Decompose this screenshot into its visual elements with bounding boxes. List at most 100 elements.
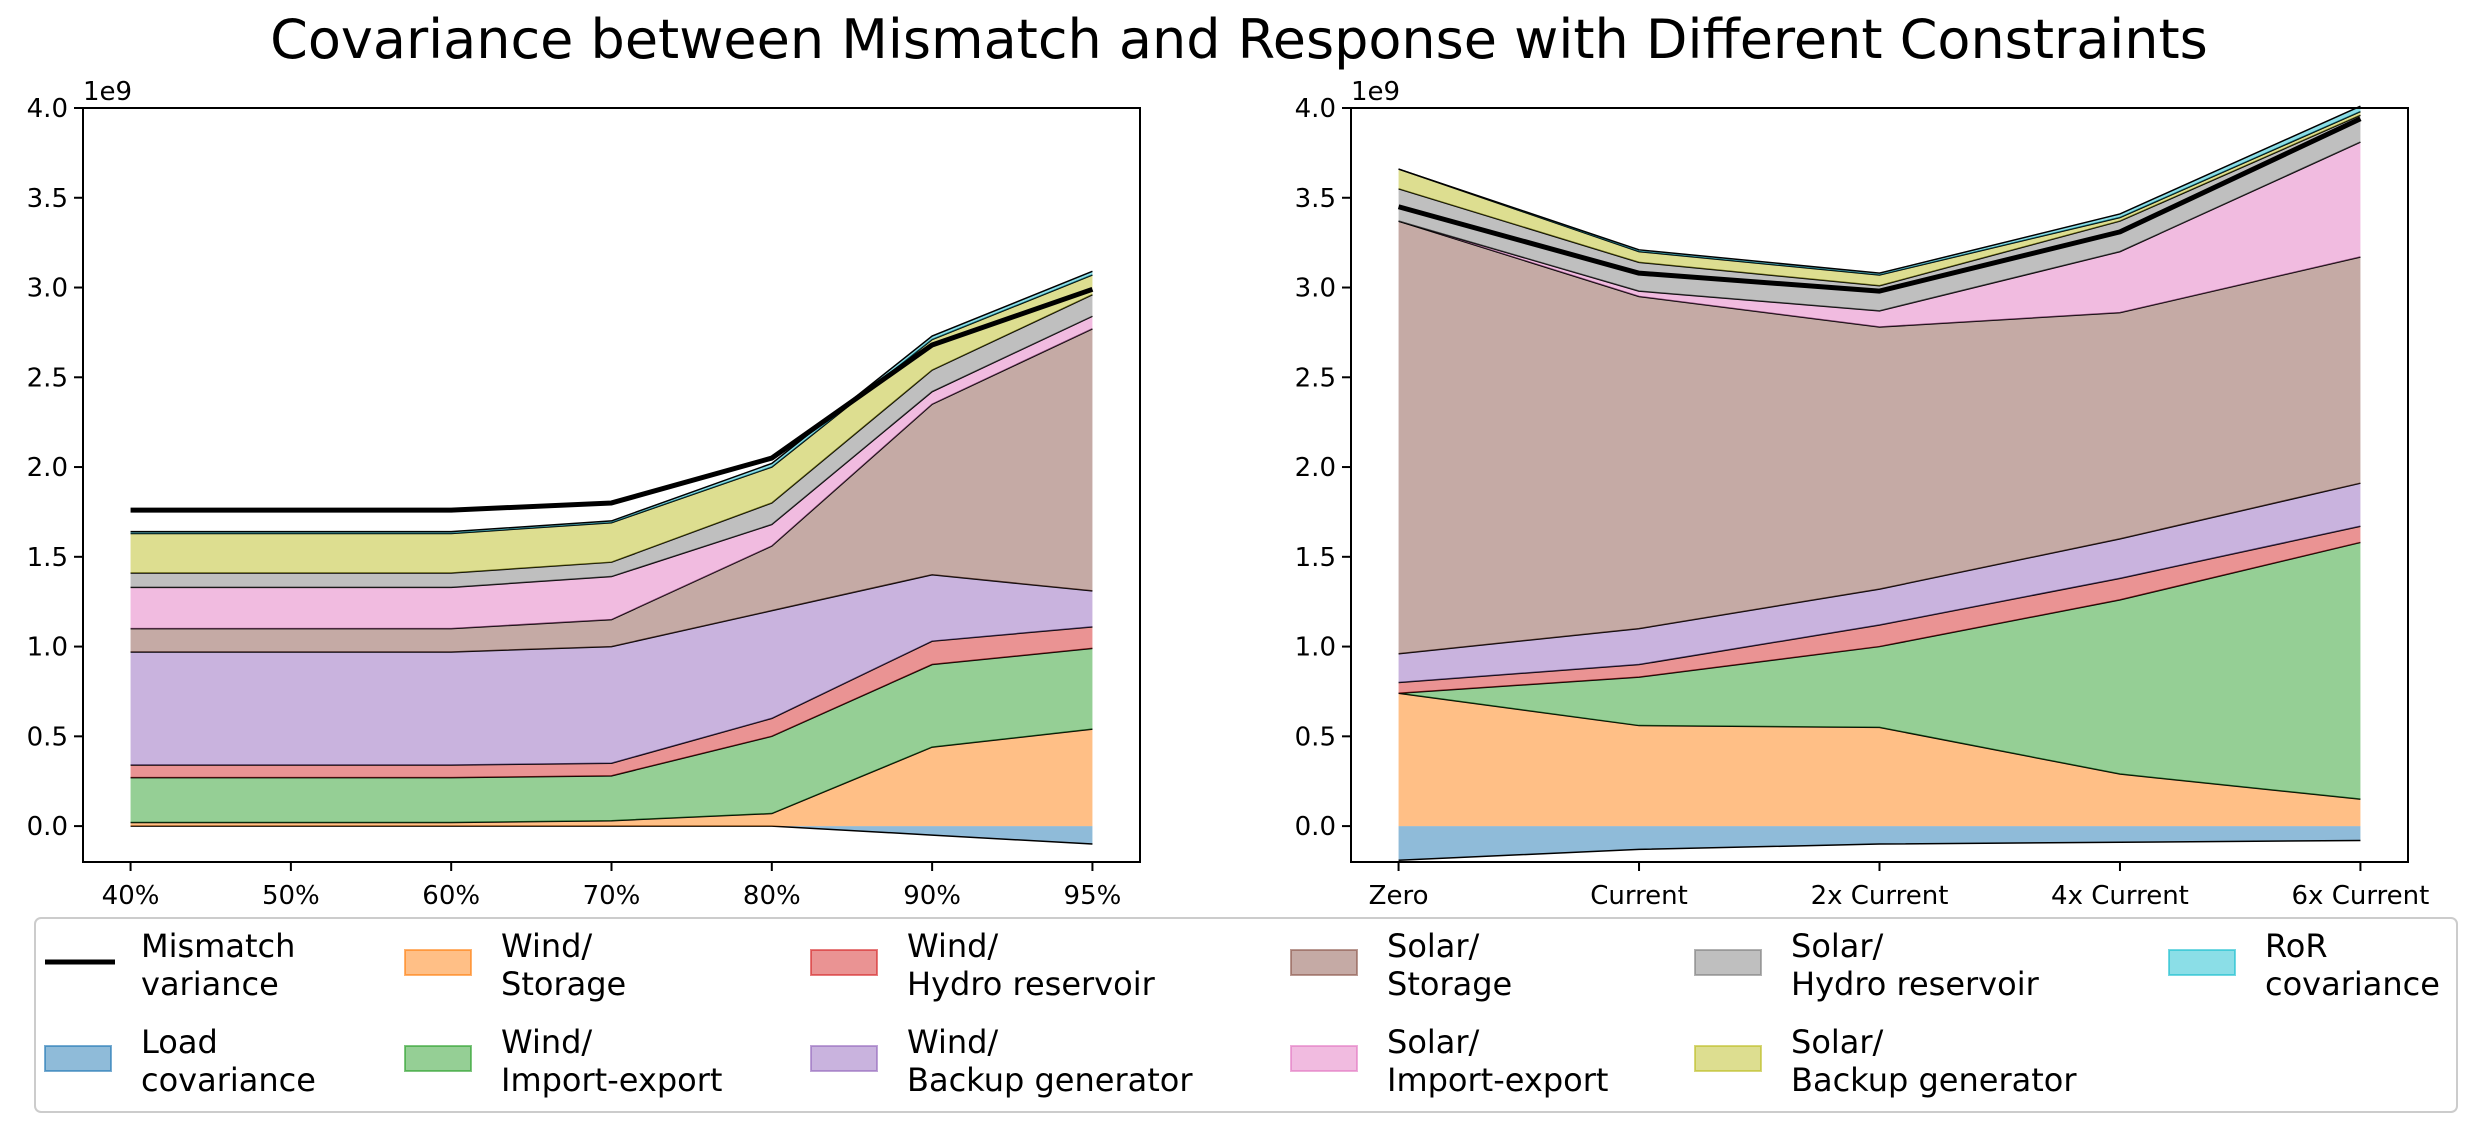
- left-area-wind-backup-generator: [130, 574, 1093, 766]
- left-y-offset-label: 1e9: [83, 77, 132, 107]
- legend: MismatchvarianceLoadcovarianceWind/Stora…: [34, 917, 2458, 1113]
- legend-item-wind_import: Wind/Import-export: [404, 1023, 722, 1099]
- legend-label-line1: Mismatch: [141, 927, 295, 965]
- legend-swatch-wind_import: [404, 1045, 472, 1072]
- legend-swatch-solar_hydro: [1694, 949, 1762, 976]
- right-edge-load-covariance: [1398, 839, 2361, 861]
- legend-swatch-wind_hydro: [810, 949, 878, 976]
- right-xtick-label: Zero: [1369, 881, 1429, 911]
- legend-label-line1: Solar/: [1387, 1023, 1480, 1061]
- right-area-load-covariance: [1398, 826, 2361, 861]
- left-ytick-label: 3.0: [27, 274, 68, 304]
- right-xtick-label: 4x Current: [2051, 881, 2189, 911]
- left-xtick-label: 95%: [1064, 881, 1122, 911]
- right-y-offset-label: 1e9: [1351, 77, 1400, 107]
- left-edge-wind-import-export: [130, 647, 1093, 779]
- legend-label-line2: Hydro reservoir: [1791, 965, 2040, 1003]
- right-ytick-label: 3.0: [1295, 274, 1336, 304]
- legend-label-line1: Wind/: [907, 927, 998, 965]
- left-ytick-label: 2.5: [27, 363, 68, 393]
- right-area-solar-storage: [1398, 221, 2361, 654]
- left-area-solar-backup-generator: [130, 274, 1093, 573]
- right-ytick-label: 3.5: [1295, 184, 1336, 214]
- legend-swatch-ror: [2168, 949, 2236, 976]
- right-ytick-label: 4.0: [1295, 94, 1336, 124]
- right-ytick-label: 1.5: [1295, 543, 1336, 573]
- legend-label-line1: RoR: [2265, 927, 2328, 965]
- left-edge-ror-covariance: [130, 270, 1093, 533]
- legend-label-line2: Backup generator: [1791, 1061, 2077, 1099]
- right-xtick-label: Current: [1590, 881, 1688, 911]
- right-edge-ror-covariance: [1398, 105, 2361, 274]
- legend-label-line1: Wind/: [501, 1023, 592, 1061]
- legend-label-line2: Storage: [501, 965, 626, 1003]
- left-edge-wind-storage: [130, 728, 1093, 824]
- left-xtick-label: 70%: [583, 881, 641, 911]
- right-xtick-label: 2x Current: [1811, 881, 1949, 911]
- left-xtick-label: 80%: [743, 881, 801, 911]
- left-area-load-covariance: [130, 826, 1093, 845]
- right-ytick-label: 0.5: [1295, 722, 1336, 752]
- left-area-solar-import-export: [130, 316, 1093, 629]
- left-ytick-label: 1.0: [27, 633, 68, 663]
- right-area-wind-hydro-reservoir: [1398, 526, 2361, 694]
- legend-label-line1: Wind/: [907, 1023, 998, 1061]
- left-area-wind-storage: [130, 729, 1093, 827]
- chart-title: Covariance between Mismatch and Response…: [270, 8, 2208, 71]
- legend-item-wind_storage: Wind/Storage: [404, 927, 626, 1003]
- legend-swatch-solar_storage: [1290, 949, 1358, 976]
- legend-swatch-solar_import: [1290, 1045, 1358, 1072]
- right-edge-solar-import-export: [1398, 141, 2361, 312]
- legend-label-line2: Storage: [1387, 965, 1512, 1003]
- legend-label-line2: covariance: [2265, 965, 2440, 1003]
- legend-item-solar_storage: Solar/Storage: [1290, 927, 1512, 1003]
- left-ytick-label: 3.5: [27, 184, 68, 214]
- legend-label-line1: Wind/: [501, 927, 592, 965]
- left-ytick-label: 2.0: [27, 453, 68, 483]
- left-area-solar-storage: [130, 328, 1093, 652]
- legend-item-wind_backup: Wind/Backup generator: [810, 1023, 1193, 1099]
- legend-label-line1: Solar/: [1791, 1023, 1884, 1061]
- right-edge-solar-hydro-reservoir: [1398, 114, 2361, 287]
- legend-label-line2: variance: [141, 965, 279, 1003]
- legend-item-solar_import: Solar/Import-export: [1290, 1023, 1608, 1099]
- legend-label-line1: Solar/: [1387, 927, 1480, 965]
- legend-label-line1: Load: [141, 1023, 218, 1061]
- right-xtick-label: 6x Current: [2292, 881, 2430, 911]
- right-area-wind-import-export: [1398, 542, 2361, 800]
- legend-frame: [34, 917, 2458, 1113]
- left-xtick-label: 40%: [102, 881, 160, 911]
- left-xtick-label: 90%: [903, 881, 961, 911]
- left-ytick-label: 0.0: [27, 812, 68, 842]
- left-area-wind-hydro-reservoir: [130, 626, 1093, 778]
- left-ytick-label: 0.5: [27, 722, 68, 752]
- legend-label-line2: Hydro reservoir: [907, 965, 1156, 1003]
- legend-item-solar_hydro: Solar/Hydro reservoir: [1694, 927, 2040, 1003]
- right-area-wind-backup-generator: [1398, 483, 2361, 683]
- right-area-solar-import-export: [1398, 142, 2361, 328]
- legend-swatch-load: [44, 1045, 112, 1072]
- left-ytick-label: 1.5: [27, 543, 68, 573]
- right-area-solar-hydro-reservoir: [1398, 115, 2361, 311]
- right-ytick-label: 2.0: [1295, 453, 1336, 483]
- legend-label-line2: covariance: [141, 1061, 316, 1099]
- right-chart: 0.0 0.5 1.0 1.5 2.0 2.5 3.0 3.5 4.0 Zero Current 2x…: [1295, 77, 2430, 911]
- right-mismatch-variance-line: [1397, 116, 2362, 294]
- legend-swatch-wind_backup: [810, 1045, 878, 1072]
- left-area-wind-import-export: [130, 648, 1093, 823]
- legend-label-line1: Solar/: [1791, 927, 1884, 965]
- right-ytick-label: 0.0: [1295, 812, 1336, 842]
- left-xtick-label: 60%: [422, 881, 480, 911]
- legend-item-solar_backup: Solar/Backup generator: [1694, 1023, 2077, 1099]
- right-area-wind-storage: [1398, 693, 2361, 827]
- legend-label-line2: Import-export: [1387, 1061, 1608, 1099]
- legend-label-line2: Backup generator: [907, 1061, 1193, 1099]
- left-ytick-label: 4.0: [27, 94, 68, 124]
- left-chart: 0.0 0.5 1.0 1.5 2.0 2.5 3.0 3.5 4.0 40% 50% 60% 70% 8…: [27, 77, 1141, 911]
- left-mismatch-variance-line: [130, 286, 1094, 513]
- right-ytick-label: 1.0: [1295, 633, 1336, 663]
